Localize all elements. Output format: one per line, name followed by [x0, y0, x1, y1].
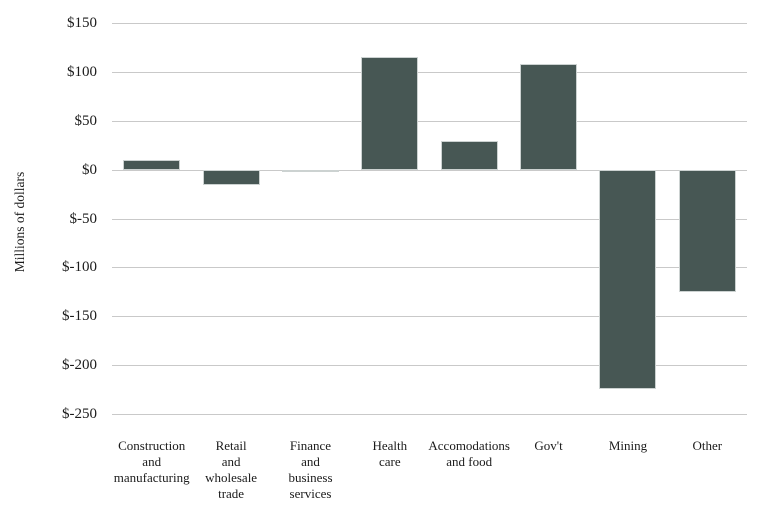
bar-finance-and-business-services — [281, 169, 339, 173]
bar-construction-and-manufacturing — [123, 159, 181, 170]
plot-area — [112, 23, 747, 415]
y-tick-label: $50 — [74, 112, 98, 129]
y-tick-label: $-250 — [62, 406, 97, 422]
gridline-0 — [112, 169, 747, 171]
bar-accomodations-and-food — [440, 141, 498, 170]
y-tick-label: $-200 — [62, 357, 97, 374]
y-tick-label: $0 — [82, 161, 97, 178]
gridline-50 — [112, 120, 747, 122]
bar-mining — [599, 169, 657, 390]
x-category-label-accomodations-and-food: Accomodations and food — [428, 438, 510, 469]
gridline-100 — [112, 71, 747, 73]
x-category-label-mining: Mining — [608, 438, 648, 453]
y-tick-label: $-100 — [62, 259, 97, 276]
x-category-label-gov-t: Gov't — [534, 438, 563, 453]
gridline--50 — [112, 218, 747, 220]
gridline--100 — [112, 267, 747, 269]
y-tick-label: $-50 — [69, 210, 98, 227]
gridline--150 — [112, 316, 747, 318]
x-category-label-finance-and-business-services: Finance and business services — [288, 438, 333, 501]
y-tick-label: $100 — [67, 63, 97, 80]
y-tick-label: $150 — [67, 15, 97, 31]
bar-other — [678, 169, 736, 292]
bar-retail-and-wholesale-trade — [202, 169, 260, 186]
x-category-label-construction-and-manufacturing: Construction and manufacturing — [113, 438, 190, 485]
bar-gov-t — [520, 64, 578, 170]
x-category-label-retail-and-wholesale-trade: Retail and wholesale trade — [205, 438, 258, 501]
y-tick-label: $-150 — [62, 308, 97, 325]
gridline-150 — [112, 23, 747, 24]
bar-health-care — [361, 57, 419, 170]
x-category-label-health-care: Health care — [372, 438, 408, 469]
gridline--200 — [112, 365, 747, 367]
x-category-label-other: Other — [692, 438, 723, 453]
gridline--250 — [112, 414, 747, 415]
